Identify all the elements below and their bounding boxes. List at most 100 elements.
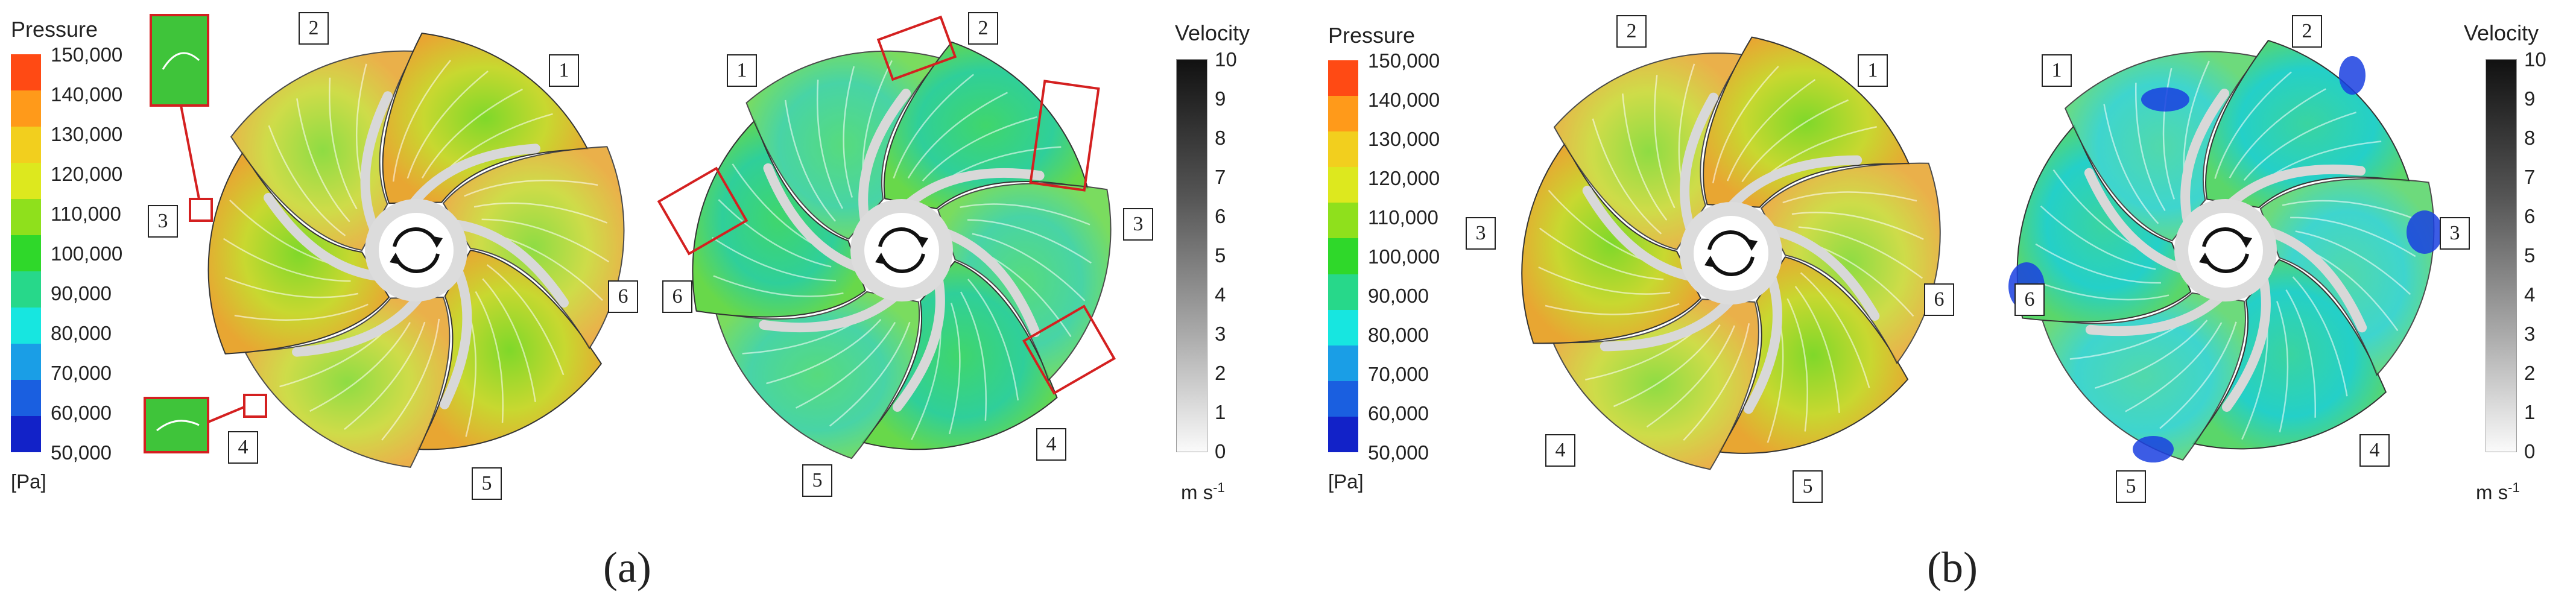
blade-passage bbox=[2259, 178, 2435, 376]
pressure-tick-5: 100,000 bbox=[1368, 245, 1440, 268]
streamline bbox=[296, 98, 350, 222]
zoom-inset bbox=[150, 14, 209, 107]
pressure-tick-7: 80,000 bbox=[51, 322, 112, 344]
streamline bbox=[482, 278, 536, 402]
pressure-unit: [Pa] bbox=[1328, 470, 1364, 493]
streamline bbox=[223, 238, 351, 282]
velocity-tick-7: 3 bbox=[1215, 323, 1226, 345]
hub-center bbox=[2188, 213, 2263, 288]
streamline bbox=[816, 80, 844, 209]
pressure-tick-9: 60,000 bbox=[1368, 402, 1429, 424]
blade-number-label: 6 bbox=[662, 280, 692, 313]
pressure-color-segment bbox=[1328, 203, 1358, 239]
blade-passage bbox=[207, 151, 390, 355]
pressure-tick-4: 110,000 bbox=[1368, 206, 1438, 229]
streamline bbox=[2162, 68, 2176, 200]
blade-number-label: 4 bbox=[228, 431, 258, 464]
blade-number-label: 1 bbox=[727, 54, 757, 87]
streamline bbox=[2040, 205, 2156, 270]
blade-passage bbox=[1718, 256, 1909, 454]
pressure-color-segment bbox=[11, 127, 41, 163]
vane bbox=[2180, 89, 2230, 226]
velocity-legend-title: Velocity bbox=[1175, 21, 1250, 45]
vortex-line bbox=[162, 52, 200, 70]
streamline bbox=[960, 291, 987, 421]
vane bbox=[1768, 226, 1880, 321]
blade-number-label: 4 bbox=[1036, 428, 1066, 461]
streamline bbox=[1794, 286, 1840, 413]
velocity-unit-exp: -1 bbox=[1213, 480, 1225, 495]
blade-number-label: 2 bbox=[1616, 15, 1647, 48]
highlight-box bbox=[243, 394, 267, 418]
impeller-b-left bbox=[1521, 36, 1941, 470]
streamline bbox=[1798, 226, 1923, 279]
arrowhead-icon bbox=[916, 236, 928, 248]
vane bbox=[292, 293, 423, 357]
streamline bbox=[1538, 267, 1671, 295]
velocity-tick-6: 4 bbox=[2524, 283, 2536, 306]
velocity-unit-exp: -1 bbox=[2508, 480, 2520, 495]
velocity-tick-10: 0 bbox=[1215, 440, 1226, 462]
low-pressure-region bbox=[2339, 56, 2366, 95]
vane bbox=[2221, 275, 2271, 412]
pressure-tick-8: 70,000 bbox=[51, 362, 112, 384]
streamline bbox=[922, 116, 1037, 181]
low-pressure-region bbox=[2133, 436, 2174, 462]
pressure-legend-title: Pressure bbox=[1328, 23, 1416, 48]
streamline bbox=[2290, 216, 2416, 257]
blade-passage bbox=[1553, 52, 1744, 250]
vane bbox=[2227, 164, 2366, 207]
highlight-box bbox=[1029, 80, 1100, 192]
streamline bbox=[2214, 71, 2292, 179]
velocity-tick-8: 2 bbox=[2524, 362, 2536, 384]
blade-number-label: 6 bbox=[608, 280, 638, 313]
pressure-color-segment bbox=[11, 380, 41, 416]
streamline bbox=[421, 88, 523, 179]
streamline bbox=[967, 279, 1019, 401]
velocity-tick-10: 0 bbox=[2524, 440, 2536, 462]
blade-passage bbox=[883, 41, 1089, 210]
pressure-color-segment bbox=[1328, 274, 1358, 310]
streamline bbox=[309, 321, 411, 412]
vane bbox=[759, 292, 899, 333]
streamline bbox=[473, 202, 608, 224]
blade-number-label: 3 bbox=[1123, 208, 1153, 241]
pressure-tick-1: 140,000 bbox=[51, 83, 123, 106]
pressure-color-segment bbox=[1328, 309, 1358, 346]
streamline bbox=[829, 321, 911, 427]
streamline bbox=[329, 77, 358, 210]
hub-center bbox=[379, 213, 454, 288]
vane bbox=[1582, 186, 1694, 281]
pressure-tick-10: 50,000 bbox=[1368, 441, 1429, 464]
pressure-color-segment bbox=[11, 90, 41, 127]
blade-passage bbox=[2041, 292, 2246, 461]
pressure-tick-0: 150,000 bbox=[51, 43, 123, 66]
streamline bbox=[907, 92, 1008, 179]
streamline bbox=[766, 319, 882, 385]
pressure-color-segment bbox=[1328, 238, 1358, 274]
pressure-color-segment bbox=[11, 235, 41, 271]
pressure-tick-5: 100,000 bbox=[51, 242, 123, 265]
pressure-color-segment bbox=[1328, 345, 1358, 381]
velocity-tick-5: 5 bbox=[2524, 244, 2536, 267]
streamline bbox=[1654, 75, 1676, 209]
vane bbox=[1680, 92, 1718, 233]
streamline bbox=[1782, 191, 1917, 204]
vane bbox=[892, 276, 945, 412]
streamline bbox=[381, 318, 440, 441]
velocity-tick-7: 3 bbox=[2524, 323, 2536, 345]
blade-number-label: 5 bbox=[472, 467, 502, 500]
impeller-a-right bbox=[692, 41, 1112, 459]
rotation-arrow-icon bbox=[395, 253, 440, 273]
pressure-tick-2: 130,000 bbox=[1368, 128, 1440, 150]
pressure-unit: [Pa] bbox=[11, 470, 46, 493]
streamline bbox=[234, 303, 369, 321]
velocity-colorbar bbox=[2486, 59, 2517, 452]
rotation-arrow-icon bbox=[393, 227, 437, 247]
rotation-arrow-icon bbox=[881, 253, 925, 273]
streamline bbox=[475, 291, 504, 423]
streamline bbox=[1800, 272, 1870, 388]
streamline bbox=[1726, 78, 1816, 181]
streamline bbox=[1786, 298, 1808, 432]
inset-connector bbox=[207, 406, 245, 423]
